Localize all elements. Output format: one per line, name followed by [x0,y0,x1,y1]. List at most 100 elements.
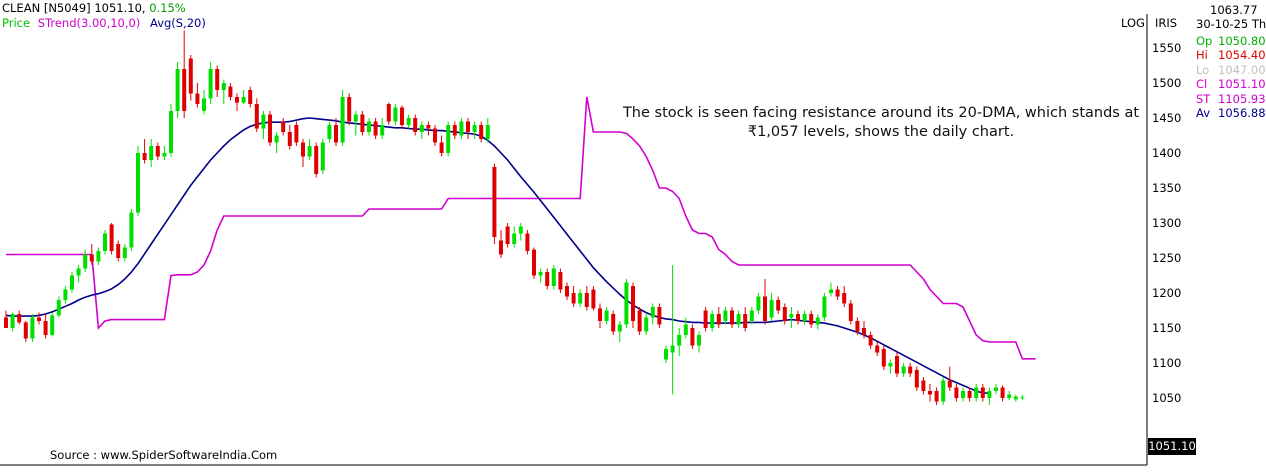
candle [83,249,88,272]
candle-body [617,324,622,332]
candle-body [538,272,543,276]
candle-body [1007,394,1012,398]
iris-toggle[interactable]: IRIS [1155,16,1178,30]
candle-body [162,153,167,157]
candle [545,268,550,290]
candle-body [782,307,787,321]
candle [994,384,998,395]
candle-body [466,121,470,132]
y-tick-label: 1050 [1152,391,1182,405]
candle-body [637,310,642,332]
candle [188,55,193,101]
log-toggle[interactable]: LOG [1121,16,1145,30]
candle [393,104,398,125]
candle-body [822,296,827,318]
candle-body [175,69,180,111]
candle-body [380,125,385,136]
candle-body [235,97,239,103]
candle-body [947,380,952,388]
candle-body [452,125,457,136]
candle-body [433,128,437,143]
y-tick-label: 1550 [1152,41,1182,55]
candle [855,317,860,335]
candle-body [749,310,754,321]
candle-body [129,212,134,248]
candle-body [558,272,563,290]
candle-body [928,391,932,395]
candle-body [281,121,286,132]
candle [558,268,563,293]
candle-body [301,142,305,157]
candle-body [591,289,596,309]
candle-body [188,58,193,94]
candle-body [103,233,107,251]
info-key: Op [1196,34,1213,48]
candle [961,387,965,402]
price-value: 1051.10, [94,1,146,15]
candle-body [327,125,332,139]
info-value: 1050.80 [1218,34,1266,48]
candle-body [439,142,444,153]
candle [56,296,61,318]
candle [723,307,728,325]
candle [208,62,213,104]
candle [664,345,668,363]
candle-body [96,251,101,262]
candle [301,139,305,167]
candle [914,366,919,391]
candle-body [56,300,61,316]
strend-indicator [6,96,1036,360]
candle [650,303,655,325]
candle [400,105,404,129]
candle-body [895,356,899,374]
candle [274,132,279,153]
candle-body [142,153,147,160]
candle [637,307,642,335]
candle-body [736,314,741,325]
candle [109,223,114,255]
candle [941,377,946,405]
candle-body [116,244,121,258]
candle [617,321,622,342]
candle-body [809,314,814,325]
candle-body [215,69,220,90]
candle [439,135,444,157]
candle-body [921,380,926,391]
candle-body [268,114,272,143]
candle-body [664,349,668,360]
candle [743,307,748,332]
candle [195,83,200,108]
candle-body [987,391,992,398]
candle-body [50,315,55,335]
info-row-op: Op 1050.80 [1196,34,1266,48]
candle-body [532,249,536,276]
candle [716,307,721,328]
candle [426,121,431,136]
candle [683,317,688,339]
candle [512,226,517,248]
candle-body [789,314,794,318]
candle-body [479,125,484,139]
candle [1007,391,1012,401]
candle-body [703,310,708,328]
candle [624,279,629,328]
candle [367,118,371,136]
candle-body [360,114,365,132]
candle [446,121,451,157]
candle-body [347,97,352,122]
candle-body [881,349,886,367]
y-tick-label: 1250 [1152,251,1182,265]
candle-body [815,317,820,325]
candle-body [505,226,510,244]
candle-body [571,293,576,304]
candle [162,146,167,160]
candle [789,307,794,328]
candle-body [446,125,451,153]
candle-body [340,97,345,143]
candle [657,303,662,328]
candle-body [934,391,939,402]
candle-body [888,363,893,367]
candle [532,247,536,279]
candle-body [195,93,200,104]
